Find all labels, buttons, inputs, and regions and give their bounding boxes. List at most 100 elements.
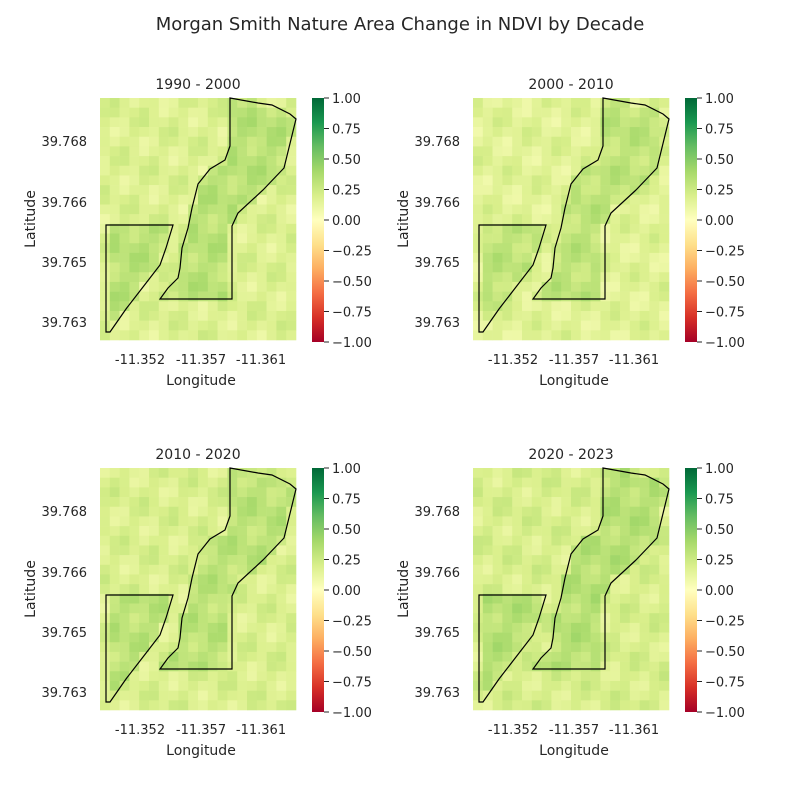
heatmap-cell bbox=[188, 613, 199, 624]
heatmap-cell bbox=[129, 700, 140, 711]
heatmap-cell bbox=[168, 233, 179, 244]
heatmap-cell bbox=[561, 661, 572, 672]
heatmap-cell bbox=[482, 545, 493, 556]
heatmap-cell bbox=[139, 320, 150, 331]
heatmap-cell bbox=[571, 291, 582, 302]
heatmap-cell bbox=[502, 516, 513, 527]
heatmap-cell bbox=[247, 574, 258, 585]
heatmap-cell bbox=[149, 233, 160, 244]
heatmap-cell bbox=[188, 564, 199, 575]
heatmap-cell bbox=[561, 584, 572, 595]
heatmap-cell bbox=[541, 651, 552, 662]
heatmap-cell bbox=[610, 98, 621, 108]
heatmap-cell bbox=[227, 584, 238, 595]
heatmap-cell bbox=[139, 622, 150, 633]
heatmap-cell bbox=[649, 506, 660, 517]
y-tick-label: 39.765 bbox=[42, 626, 88, 641]
heatmap-cell bbox=[207, 194, 218, 205]
heatmap-cell bbox=[620, 214, 631, 225]
heatmap-cell bbox=[482, 680, 493, 691]
heatmap-cell bbox=[639, 243, 650, 254]
heatmap-cell bbox=[119, 281, 130, 292]
heatmap-cell bbox=[178, 223, 189, 234]
heatmap-cell bbox=[247, 593, 258, 604]
heatmap-cell bbox=[473, 127, 484, 138]
heatmap-cell bbox=[168, 632, 179, 643]
heatmap-cell bbox=[198, 117, 209, 128]
heatmap-cell bbox=[531, 593, 542, 604]
heatmap-cell bbox=[590, 545, 601, 556]
heatmap-cell bbox=[561, 214, 572, 225]
heatmap-cell bbox=[522, 310, 533, 321]
heatmap-cell bbox=[139, 671, 150, 682]
heatmap-cell bbox=[256, 632, 267, 643]
heatmap-cell bbox=[129, 613, 140, 624]
heatmap-cell bbox=[217, 584, 228, 595]
heatmap-cell bbox=[217, 185, 228, 196]
colorbar-tick-label: 1.00 bbox=[705, 92, 734, 107]
heatmap-cell bbox=[561, 593, 572, 604]
heatmap-cell bbox=[286, 497, 297, 508]
heatmap-cell bbox=[512, 642, 523, 653]
heatmap-cell bbox=[256, 146, 267, 157]
heatmap-cell bbox=[571, 622, 582, 633]
heatmap-cell bbox=[276, 651, 287, 662]
heatmap-cell bbox=[541, 214, 552, 225]
heatmap-cell bbox=[541, 564, 552, 575]
heatmap-cell bbox=[109, 700, 120, 711]
heatmap-cell bbox=[571, 690, 582, 701]
heatmap-cell bbox=[551, 185, 562, 196]
heatmap-cell bbox=[590, 680, 601, 691]
heatmap-cell bbox=[620, 622, 631, 633]
heatmap-cell bbox=[158, 310, 169, 321]
heatmap-cell bbox=[149, 497, 160, 508]
heatmap-cell bbox=[590, 651, 601, 662]
heatmap-cell bbox=[639, 291, 650, 302]
heatmap-cell bbox=[551, 320, 562, 331]
heatmap-cell bbox=[649, 526, 660, 537]
heatmap-cell bbox=[286, 175, 297, 186]
panel-3: 2010 - 202039.76839.76639.76539.763-11.3… bbox=[23, 447, 372, 759]
heatmap-cell bbox=[100, 642, 111, 653]
heatmap-cell bbox=[149, 165, 160, 176]
x-axis-label: Longitude bbox=[166, 373, 236, 389]
heatmap-cell bbox=[100, 117, 111, 128]
heatmap-cell bbox=[522, 506, 533, 517]
heatmap-cell bbox=[610, 545, 621, 556]
heatmap-cell bbox=[188, 535, 199, 546]
heatmap-cell bbox=[512, 146, 523, 157]
heatmap-cell bbox=[129, 603, 140, 614]
heatmap-cell bbox=[149, 310, 160, 321]
heatmap-cell bbox=[561, 185, 572, 196]
heatmap-cell bbox=[129, 310, 140, 321]
heatmap-cell bbox=[522, 555, 533, 566]
heatmap-cell bbox=[492, 330, 503, 341]
heatmap-cell bbox=[276, 320, 287, 331]
x-axis-label: Longitude bbox=[539, 373, 609, 389]
heatmap-cell bbox=[237, 262, 248, 273]
heatmap-cell bbox=[639, 613, 650, 624]
heatmap-cell bbox=[620, 127, 631, 138]
heatmap-cell bbox=[188, 555, 199, 566]
heatmap-cell bbox=[659, 165, 670, 176]
heatmap-cell bbox=[129, 555, 140, 566]
heatmap-cell bbox=[571, 477, 582, 488]
heatmap-cell bbox=[629, 156, 640, 167]
heatmap-cell bbox=[522, 146, 533, 157]
heatmap-cell bbox=[512, 117, 523, 128]
heatmap-cell bbox=[659, 117, 670, 128]
heatmap-cell bbox=[266, 487, 277, 498]
heatmap-cell bbox=[266, 117, 277, 128]
heatmap-cell bbox=[168, 175, 179, 186]
heatmap-cell bbox=[659, 185, 670, 196]
heatmap-cell bbox=[276, 204, 287, 215]
heatmap-cell bbox=[217, 487, 228, 498]
heatmap-cell bbox=[237, 535, 248, 546]
colorbar-tick-label: −0.75 bbox=[332, 306, 372, 321]
heatmap-cell bbox=[492, 281, 503, 292]
boundary-east bbox=[531, 97, 670, 300]
heatmap-cell bbox=[286, 555, 297, 566]
heatmap-cell bbox=[561, 223, 572, 234]
heatmap-cell bbox=[198, 468, 209, 478]
heatmap-cell bbox=[541, 146, 552, 157]
